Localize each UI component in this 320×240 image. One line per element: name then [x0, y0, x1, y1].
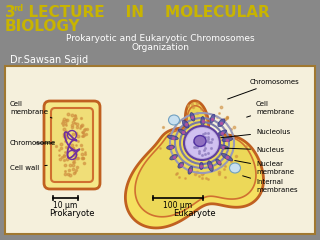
Ellipse shape [222, 137, 233, 142]
Ellipse shape [186, 128, 218, 158]
Ellipse shape [167, 135, 178, 140]
Text: LECTURE    IN    MOLECULAR: LECTURE IN MOLECULAR [18, 5, 270, 20]
FancyBboxPatch shape [44, 101, 100, 189]
Ellipse shape [221, 153, 233, 161]
Ellipse shape [217, 130, 227, 136]
Text: BIOLOGY: BIOLOGY [5, 19, 81, 34]
Ellipse shape [190, 113, 195, 121]
Ellipse shape [208, 161, 213, 171]
Text: 100 μm: 100 μm [164, 201, 193, 210]
Text: Dr.Sawsan Sajid: Dr.Sawsan Sajid [10, 55, 88, 65]
Text: Nuclear
membrane: Nuclear membrane [235, 161, 294, 174]
Text: Nucleolus: Nucleolus [221, 129, 290, 138]
Ellipse shape [194, 136, 206, 146]
Ellipse shape [169, 115, 180, 125]
FancyBboxPatch shape [5, 66, 315, 234]
Text: 3: 3 [5, 5, 16, 20]
Ellipse shape [178, 129, 187, 135]
Text: Internal
membranes: Internal membranes [243, 176, 298, 192]
Text: Cell
membrane: Cell membrane [10, 102, 52, 118]
Text: Organization: Organization [131, 43, 189, 52]
Text: Chromosome: Chromosome [10, 140, 56, 146]
Ellipse shape [182, 120, 189, 128]
Ellipse shape [170, 155, 177, 160]
Ellipse shape [188, 166, 193, 174]
Text: Eukaryote: Eukaryote [173, 209, 215, 218]
Ellipse shape [216, 159, 221, 165]
Text: Nucleus: Nucleus [225, 147, 284, 153]
Ellipse shape [229, 163, 241, 173]
Ellipse shape [210, 114, 215, 123]
Polygon shape [135, 106, 256, 217]
Polygon shape [125, 101, 263, 228]
Text: 10 μm: 10 μm [53, 201, 78, 210]
Text: Cell wall: Cell wall [10, 165, 47, 171]
Ellipse shape [184, 126, 220, 160]
Text: rd: rd [13, 4, 23, 13]
Ellipse shape [217, 145, 228, 149]
Ellipse shape [218, 119, 225, 127]
Ellipse shape [200, 162, 203, 170]
Ellipse shape [178, 162, 184, 168]
FancyBboxPatch shape [51, 108, 93, 182]
Text: Chromosomes: Chromosomes [228, 79, 300, 99]
Text: Prokaryotic and Eukaryotic Chromosomes: Prokaryotic and Eukaryotic Chromosomes [66, 34, 254, 43]
Ellipse shape [167, 145, 174, 150]
Ellipse shape [201, 116, 204, 126]
Text: Prokaryote: Prokaryote [49, 209, 95, 218]
Text: Cell
membrane: Cell membrane [247, 102, 294, 117]
